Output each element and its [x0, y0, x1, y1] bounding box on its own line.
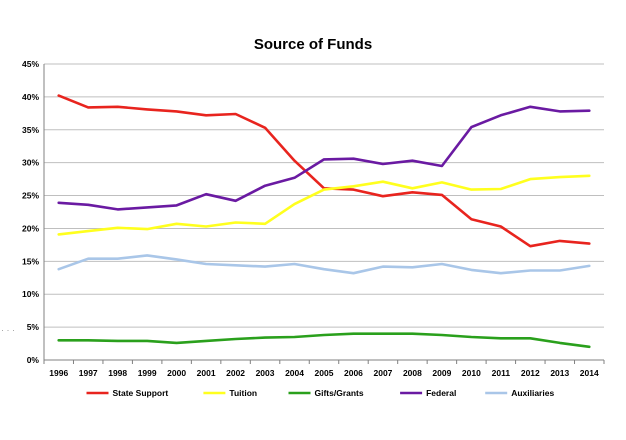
grid-layer — [44, 63, 604, 328]
legend: State Support Tuition Gifts/Grants Federal A… — [86, 388, 554, 398]
y-tick-label: 5% — [27, 322, 40, 332]
x-tick-label: 2008 — [403, 368, 422, 378]
side-dots-decoration: · · · — [1, 325, 15, 335]
x-tick-label: 1997 — [79, 368, 98, 378]
x-tick-label: 2004 — [285, 368, 304, 378]
series-line-auxiliaries — [57, 254, 591, 275]
y-tick-label: 10% — [22, 289, 39, 299]
legend-item-federal: Federal — [400, 388, 456, 398]
x-tick-label: 2002 — [226, 368, 245, 378]
x-tick-label: 1996 — [49, 368, 68, 378]
legend-label: Tuition — [229, 388, 257, 398]
y-tick-label: 30% — [22, 158, 39, 168]
legend-label: Gifts/Grants — [315, 388, 364, 398]
series-layer — [57, 94, 591, 349]
x-tick-label: 2006 — [344, 368, 363, 378]
axis-layer: 0% 5% 10% 15% 20% 25% 30% 35% 40% 45% 1996 1997 1998… — [22, 59, 605, 378]
y-tick-label: 0% — [27, 355, 40, 365]
x-tick-label: 2011 — [492, 368, 511, 378]
y-tick-label: 40% — [22, 92, 39, 102]
x-tick-label: 2010 — [462, 368, 481, 378]
legend-label: Federal — [426, 388, 456, 398]
x-tick-label: 1998 — [108, 368, 127, 378]
chart-title: Source of Funds — [254, 36, 372, 53]
x-tick-label: 2001 — [197, 368, 216, 378]
legend-label: Auxiliaries — [511, 388, 554, 398]
series-line-gifts-grants — [57, 332, 591, 349]
x-tick-label: 2000 — [167, 368, 186, 378]
legend-label: State Support — [113, 388, 169, 398]
y-tick-label: 15% — [22, 256, 39, 266]
x-tick-label: 2009 — [432, 368, 451, 378]
x-tick-label: 2012 — [521, 368, 540, 378]
series-line-federal — [57, 105, 591, 211]
y-tick-label: 45% — [22, 59, 39, 69]
x-tick-label: 1999 — [138, 368, 157, 378]
x-tick-label: 2007 — [373, 368, 392, 378]
x-tick-label: 2005 — [315, 368, 334, 378]
x-tick-label: 2013 — [550, 368, 569, 378]
x-tick-label: 2003 — [256, 368, 275, 378]
x-tick-label: 2014 — [580, 368, 599, 378]
series-line-tuition — [57, 174, 591, 236]
legend-item-gifts-grants: Gifts/Grants — [288, 388, 364, 398]
y-tick-label: 25% — [22, 191, 39, 201]
legend-item-tuition: Tuition — [203, 388, 257, 398]
legend-item-auxiliaries: Auxiliaries — [485, 388, 554, 398]
legend-item-state-support: State Support — [86, 388, 169, 398]
y-tick-label: 35% — [22, 125, 39, 135]
y-tick-label: 20% — [22, 223, 39, 233]
series-line-state-support — [57, 94, 591, 248]
